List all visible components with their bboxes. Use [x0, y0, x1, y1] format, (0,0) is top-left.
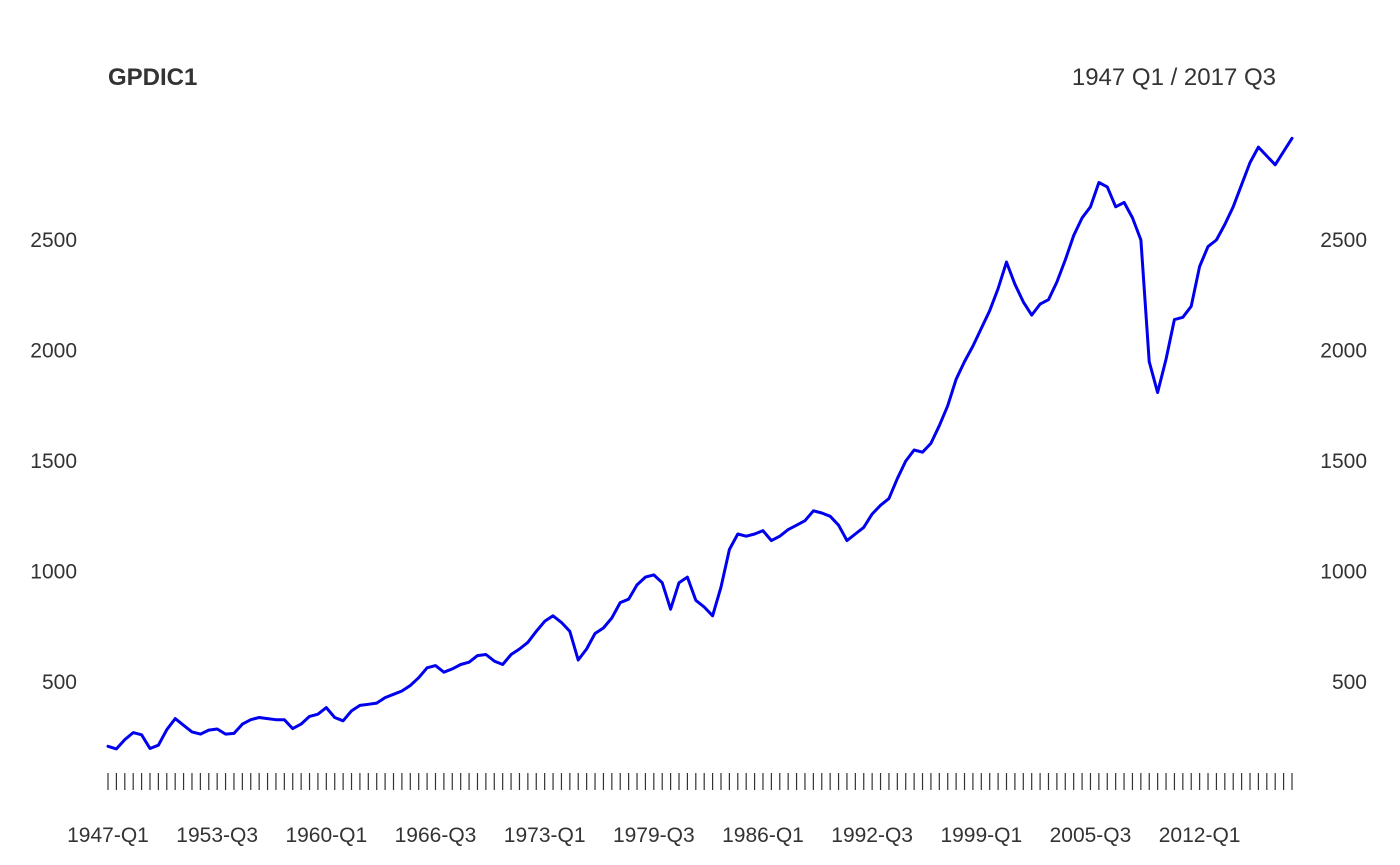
- y-tick-label-right: 1000: [1320, 561, 1367, 584]
- x-tick-label: 1947-Q1: [67, 824, 149, 847]
- y-axis-left: 500 1000 1500 2000 2500: [30, 229, 77, 694]
- y-tick-label-right: 2000: [1320, 340, 1367, 363]
- x-tick-label: 2005-Q3: [1050, 824, 1132, 847]
- y-tick-label-right: 2500: [1320, 229, 1367, 252]
- date-range-label: 1947 Q1 / 2017 Q3: [1071, 64, 1276, 91]
- x-tick-label: 1986-Q1: [722, 824, 804, 847]
- x-tick-label: 1979-Q3: [613, 824, 695, 847]
- y-tick-label-right: 500: [1332, 671, 1367, 694]
- x-tick-label: 1973-Q1: [504, 824, 586, 847]
- y-tick-label-left: 1000: [30, 561, 77, 584]
- x-tick-label: 1966-Q3: [395, 824, 477, 847]
- x-tick-label: 1960-Q1: [285, 824, 367, 847]
- y-tick-label-left: 2000: [30, 340, 77, 363]
- y-tick-label-left: 1500: [30, 450, 77, 473]
- y-axis-right: 500 1000 1500 2000 2500: [1320, 229, 1367, 694]
- x-tick-label: 1992-Q3: [831, 824, 913, 847]
- x-tick-label: 1953-Q3: [176, 824, 258, 847]
- x-axis-labels: 1947-Q1 1953-Q3 1960-Q1 1966-Q3 1973-Q1 1979-…: [67, 824, 1240, 847]
- y-tick-label-left: 500: [42, 671, 77, 694]
- x-tick-label: 1999-Q1: [940, 824, 1022, 847]
- y-tick-label-left: 2500: [30, 229, 77, 252]
- x-tick-label: 2012-Q1: [1159, 824, 1241, 847]
- chart-title: GPDIC1: [108, 64, 198, 91]
- series-line: [106, 136, 1294, 751]
- x-axis-ticks: [107, 773, 1293, 790]
- y-tick-label-right: 1500: [1320, 450, 1367, 473]
